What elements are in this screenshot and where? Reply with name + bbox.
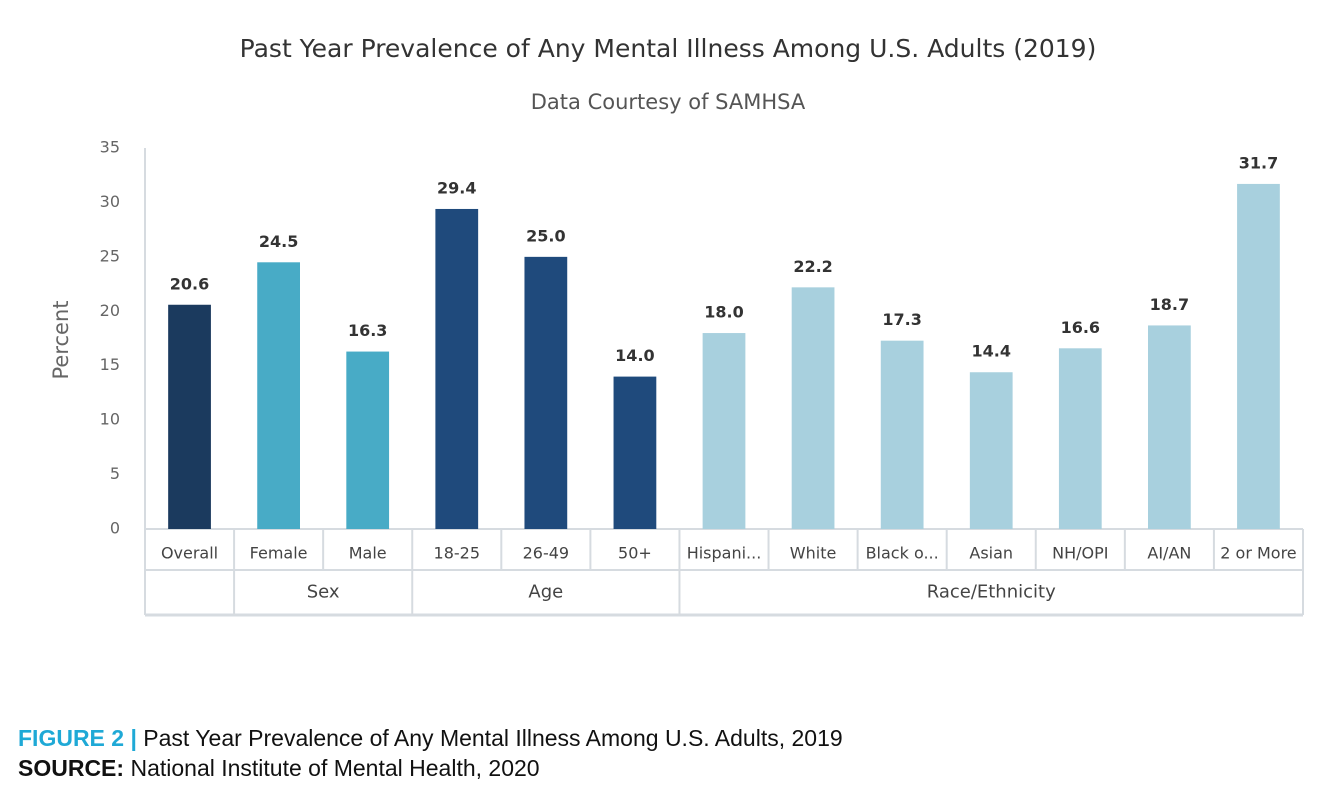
y-tick-label: 5 [110, 464, 120, 483]
x-tick-label: NH/OPI [1052, 544, 1108, 563]
y-axis-label: Percent [49, 300, 73, 379]
source-label: SOURCE: [18, 755, 124, 781]
chart-title: Past Year Prevalence of Any Mental Illne… [240, 34, 1097, 63]
y-tick-label: 25 [100, 246, 120, 265]
y-tick-label: 30 [100, 192, 120, 211]
x-tick-label: Overall [161, 544, 218, 563]
figure-label: FIGURE 2 | [18, 725, 137, 751]
value-label: 25.0 [526, 226, 565, 245]
bar [791, 287, 835, 529]
x-tick-label: 26-49 [523, 544, 570, 563]
figure-caption: FIGURE 2 | Past Year Prevalence of Any M… [18, 725, 843, 751]
group-label: Age [528, 582, 563, 603]
value-label: 17.3 [882, 310, 921, 329]
bar [1237, 183, 1280, 529]
group-label: Race/Ethnicity [927, 582, 1056, 603]
bar [702, 333, 746, 529]
bar [346, 351, 390, 529]
value-label: 29.4 [437, 178, 476, 197]
y-tick-label: 35 [100, 138, 120, 157]
x-tick-label: White [790, 544, 837, 563]
bar [880, 340, 924, 529]
value-label: 22.2 [793, 257, 832, 276]
figure-text: Past Year Prevalence of Any Mental Illne… [143, 725, 842, 751]
x-tick-label: Asian [969, 544, 1013, 563]
y-tick-label: 15 [100, 355, 120, 374]
y-tick-label: 10 [100, 410, 120, 429]
x-tick-label: Male [349, 544, 387, 563]
source-text: National Institute of Mental Health, 202… [130, 755, 539, 781]
x-tick-label: 2 or More [1220, 544, 1296, 563]
bar [524, 256, 568, 529]
x-tick-label: 50+ [618, 544, 652, 563]
source-caption: SOURCE: National Institute of Mental Hea… [18, 755, 540, 781]
chart-subtitle: Data Courtesy of SAMHSA [531, 90, 806, 114]
value-label: 24.5 [259, 232, 298, 251]
bar [1148, 325, 1191, 529]
bar [1058, 348, 1102, 529]
x-tick-label: AI/AN [1147, 544, 1191, 563]
y-tick-label: 20 [100, 301, 120, 320]
value-label: 14.4 [971, 342, 1010, 361]
value-label: 14.0 [615, 346, 654, 365]
value-label: 20.6 [170, 274, 209, 293]
bar [435, 208, 479, 529]
value-label: 18.0 [704, 303, 743, 322]
x-tick-label: 18-25 [434, 544, 481, 563]
bar [257, 262, 300, 529]
x-tick-label: Female [250, 544, 308, 563]
x-tick-label: Black o... [866, 544, 939, 563]
y-tick-label: 0 [110, 519, 120, 538]
value-label: 16.3 [348, 321, 387, 340]
bar [969, 372, 1013, 529]
bar [168, 304, 211, 529]
x-tick-label: Hispani... [687, 544, 762, 563]
value-label: 31.7 [1239, 153, 1278, 172]
value-label: 16.6 [1061, 318, 1100, 337]
value-label: 18.7 [1150, 295, 1189, 314]
bar [613, 376, 657, 529]
group-label: Sex [307, 582, 340, 603]
